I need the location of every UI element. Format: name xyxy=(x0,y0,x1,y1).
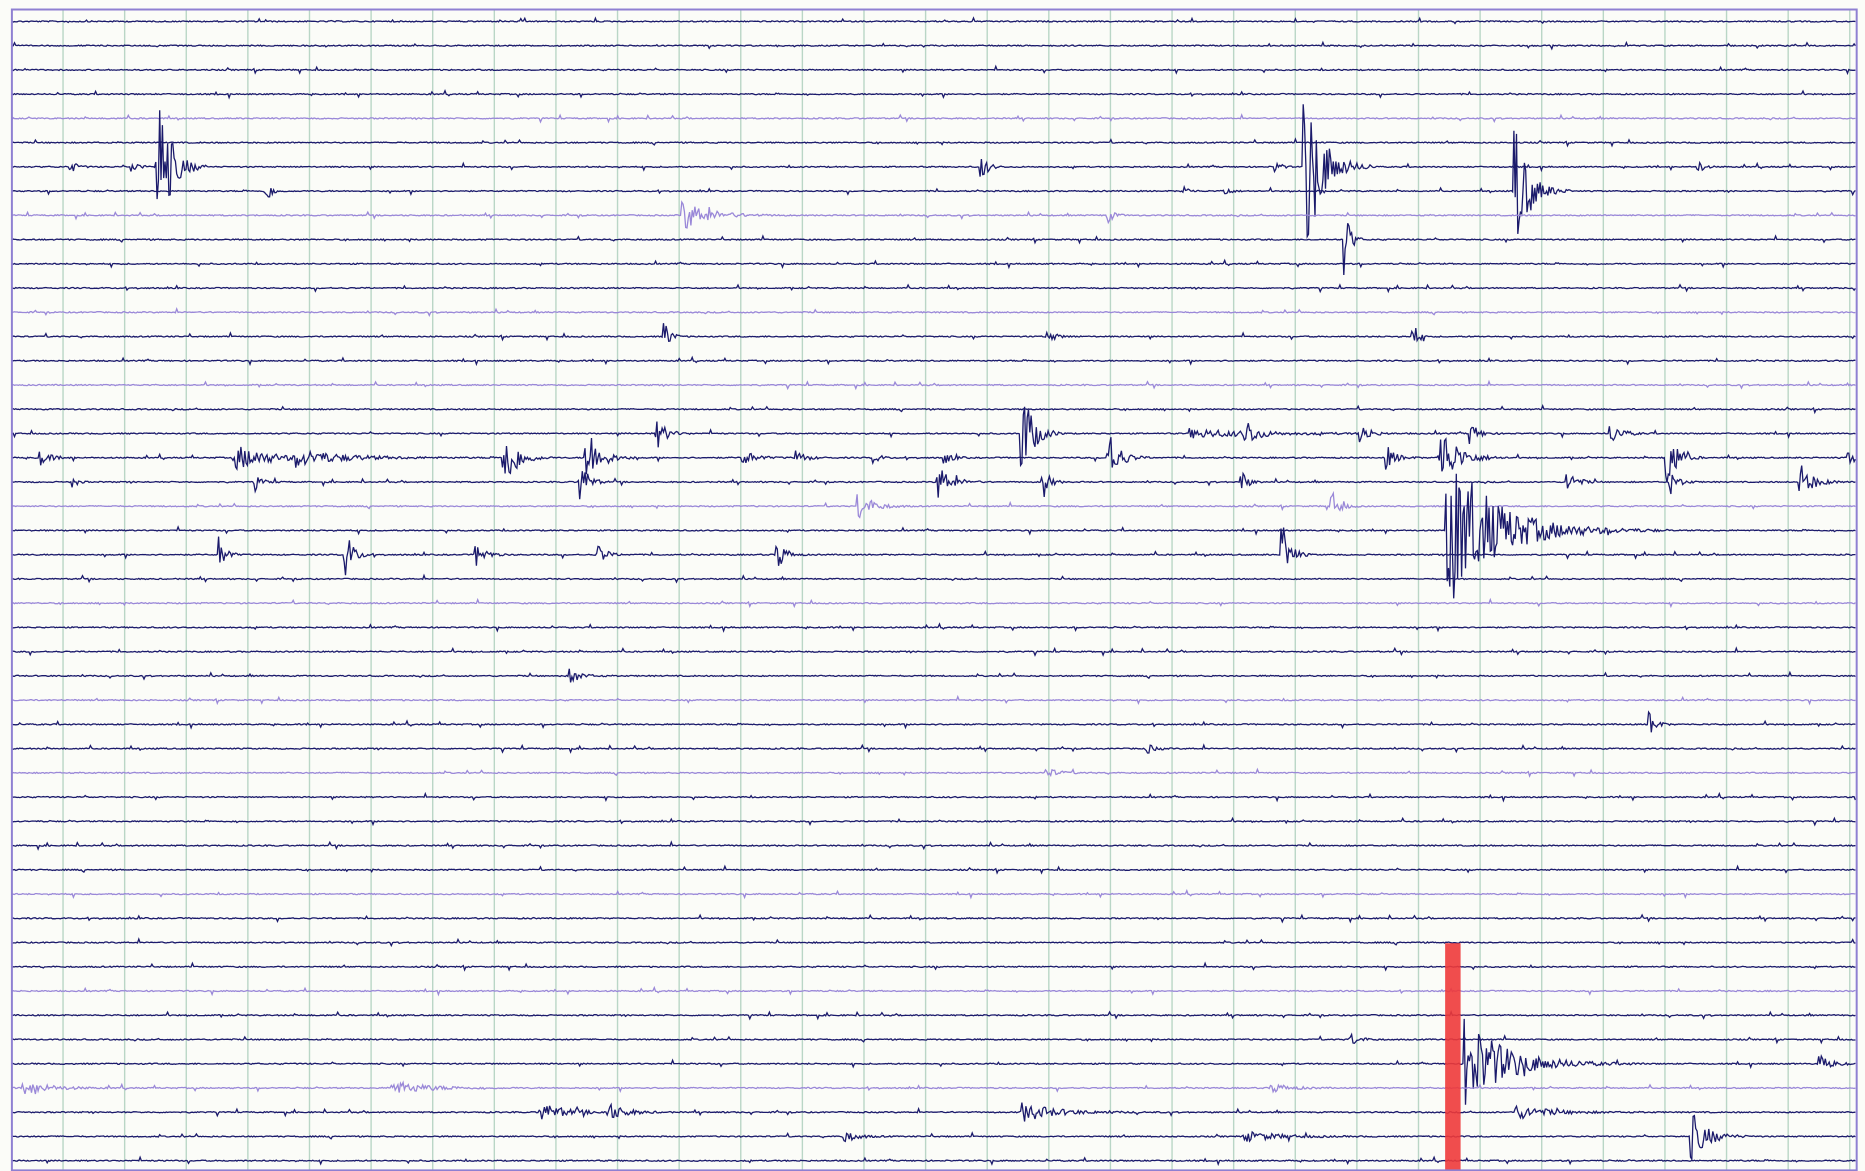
seismic-trace xyxy=(11,137,1856,148)
seismic-trace xyxy=(11,840,1856,851)
seismic-trace xyxy=(11,791,1857,803)
frame xyxy=(10,8,1858,1171)
seismic-trace xyxy=(11,490,1856,519)
seismic-trace xyxy=(11,113,1856,124)
seismic-trace xyxy=(11,437,1856,483)
seismic-trace xyxy=(11,307,1856,317)
seismic-trace xyxy=(11,961,1856,972)
seismic-trace xyxy=(11,937,1856,948)
seismic-trace xyxy=(11,465,1856,500)
seismic-trace xyxy=(11,597,1856,609)
seismic-trace xyxy=(11,355,1856,367)
seismic-trace xyxy=(11,283,1856,294)
seismic-trace xyxy=(11,200,1856,229)
seismic-trace xyxy=(11,1080,1856,1095)
seismic-trace xyxy=(11,40,1856,51)
seismic-trace xyxy=(11,527,1856,576)
event-marker xyxy=(1445,943,1461,1171)
seismic-trace xyxy=(11,985,1856,997)
seismic-trace xyxy=(11,913,1856,924)
seismic-trace xyxy=(11,1018,1856,1105)
seismic-trace xyxy=(11,694,1856,706)
seismic-trace xyxy=(11,473,1856,599)
seismic-trace xyxy=(11,1102,1856,1122)
seismic-trace xyxy=(11,646,1856,657)
seismic-trace xyxy=(11,1114,1856,1162)
seismic-trace xyxy=(11,104,1856,240)
seismic-trace xyxy=(11,379,1856,391)
seismic-trace xyxy=(11,89,1856,100)
seismic-trace xyxy=(11,864,1856,875)
seismic-trace xyxy=(11,622,1856,633)
seismic-trace xyxy=(11,323,1856,343)
seismic-trace xyxy=(11,710,1856,733)
seismic-trace xyxy=(11,888,1856,900)
seismic-trace xyxy=(11,573,1856,584)
seismic-trace xyxy=(11,1032,1856,1045)
seismic-trace xyxy=(11,130,1856,234)
seismic-trace xyxy=(11,64,1856,76)
seismic-trace xyxy=(11,403,1856,415)
seismic-trace xyxy=(11,668,1856,683)
seismic-trace xyxy=(11,816,1856,827)
seismic-trace xyxy=(11,223,1856,276)
seismic-trace xyxy=(11,406,1856,468)
seismic-trace xyxy=(11,767,1856,778)
seismic-trace xyxy=(11,743,1856,754)
seismic-trace xyxy=(11,16,1856,25)
seismic-trace xyxy=(11,1155,1856,1167)
seismic-trace xyxy=(11,1009,1856,1021)
seismic-trace xyxy=(11,258,1856,270)
